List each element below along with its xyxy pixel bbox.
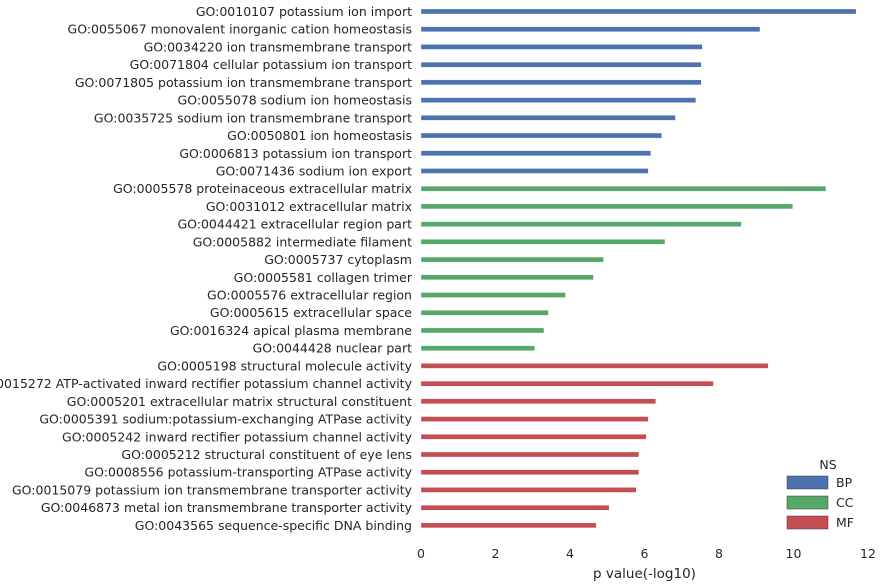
category-label: GO:0015079 potassium ion transmembrane t… bbox=[12, 482, 413, 497]
category-label: GO:0071436 sodium ion export bbox=[216, 163, 412, 178]
bar-cc bbox=[420, 203, 793, 210]
category-label: GO:0055078 sodium ion homeostasis bbox=[178, 93, 412, 108]
bar-mf bbox=[420, 469, 640, 475]
bar-mf bbox=[420, 505, 610, 511]
category-label: GO:0071804 cellular potassium ion transp… bbox=[130, 57, 412, 72]
category-label: GO:0031012 extracellular matrix bbox=[206, 199, 412, 214]
bar-cc bbox=[420, 186, 827, 192]
category-label: GO:0006813 potassium ion transport bbox=[179, 146, 412, 161]
bar-cc bbox=[420, 256, 604, 263]
bar-mf bbox=[420, 416, 649, 422]
category-label: GO:0055067 monovalent inorganic cation h… bbox=[68, 22, 412, 37]
x-tick-label: 12 bbox=[860, 546, 876, 561]
bar-bp bbox=[420, 150, 651, 156]
category-label: GO:0005578 proteinaceous extracellular m… bbox=[113, 181, 412, 196]
category-label: GO:0005581 collagen trimer bbox=[234, 270, 413, 285]
category-label: GO:0005615 extracellular space bbox=[210, 305, 412, 320]
bar-mf bbox=[420, 522, 597, 529]
bar-cc bbox=[420, 327, 545, 334]
legend-swatch-mf bbox=[786, 515, 829, 530]
legend: NS BP CC MF bbox=[786, 457, 854, 530]
category-label: GO:0005198 structural molecule activity bbox=[157, 358, 412, 373]
bar-cc bbox=[420, 292, 566, 298]
category-label: GO:0043565 sequence-specific DNA binding bbox=[135, 518, 412, 533]
category-label: GO:0034220 ion transmembrane transport bbox=[144, 39, 413, 54]
category-label: GO:0044428 nuclear part bbox=[253, 341, 413, 356]
bar-mf bbox=[420, 434, 647, 440]
category-label: GO:0005201 extracellular matrix structur… bbox=[67, 394, 412, 409]
bar-bp bbox=[420, 62, 702, 68]
category-label: GO:0050801 ion homeostasis bbox=[227, 128, 412, 143]
bar-cc bbox=[420, 274, 594, 280]
x-axis-label: p value(-log10) bbox=[593, 566, 696, 582]
category-label: GO:0010107 potassium ion import bbox=[196, 4, 412, 19]
bar-bp bbox=[420, 97, 697, 103]
bar-bp bbox=[420, 168, 649, 174]
x-tick-label: 8 bbox=[715, 546, 723, 561]
category-label: GO:0005242 inward rectifier potassium ch… bbox=[62, 429, 413, 444]
legend-label-bp: BP bbox=[836, 475, 853, 490]
bar-bp bbox=[420, 115, 676, 121]
x-tick-label: 2 bbox=[492, 546, 500, 561]
x-tick-label: 10 bbox=[786, 546, 802, 561]
legend-label-mf: MF bbox=[836, 515, 854, 530]
legend-swatch-bp bbox=[786, 475, 829, 490]
bar-mf bbox=[420, 380, 714, 387]
legend-swatch-cc bbox=[786, 495, 829, 510]
category-label: GO:0005576 extracellular region bbox=[207, 288, 412, 303]
legend-label-cc: CC bbox=[836, 495, 854, 510]
category-label: GO:0071805 potassium ion transmembrane t… bbox=[75, 75, 412, 90]
bar-cc bbox=[420, 310, 549, 316]
bar-mf bbox=[420, 487, 637, 493]
category-label: GO:0015272 ATP-activated inward rectifie… bbox=[0, 376, 413, 391]
x-tick-label: 0 bbox=[417, 546, 425, 561]
bar-mf bbox=[420, 398, 656, 404]
category-labels: GO:0010107 potassium ion import GO:005506… bbox=[0, 4, 413, 533]
bar-bp bbox=[420, 132, 662, 139]
bar-mf bbox=[420, 451, 640, 458]
category-label: GO:0005882 intermediate filament bbox=[193, 234, 412, 249]
bar-cc bbox=[420, 221, 742, 227]
category-label: GO:0044421 extracellular region part bbox=[177, 217, 412, 232]
category-label: GO:0005391 sodium:potassium-exchanging A… bbox=[39, 412, 412, 427]
legend-title: NS bbox=[819, 457, 836, 472]
category-label: GO:0005737 cytoplasm bbox=[264, 252, 412, 267]
bar-cc bbox=[420, 239, 666, 245]
bar-bp bbox=[420, 26, 761, 32]
bar-bp bbox=[420, 44, 703, 50]
bars-layer bbox=[420, 8, 857, 529]
x-tick-label: 6 bbox=[641, 546, 649, 561]
category-label: GO:0046873 metal ion transmembrane trans… bbox=[41, 500, 413, 515]
bar-mf bbox=[420, 363, 769, 369]
bar-cc bbox=[420, 345, 535, 351]
category-label: GO:0035725 sodium ion transmembrane tran… bbox=[94, 110, 412, 125]
category-label: GO:0005212 structural constituent of eye… bbox=[121, 447, 412, 462]
bar-bp bbox=[420, 79, 702, 86]
category-label: GO:0008556 potassium-transporting ATPase… bbox=[84, 465, 412, 480]
x-axis-ticks: 0 2 4 6 8 10 12 bbox=[417, 546, 876, 561]
category-label: GO:0016324 apical plasma membrane bbox=[170, 323, 412, 338]
bar-bp bbox=[420, 8, 857, 15]
x-tick-label: 4 bbox=[566, 546, 574, 561]
